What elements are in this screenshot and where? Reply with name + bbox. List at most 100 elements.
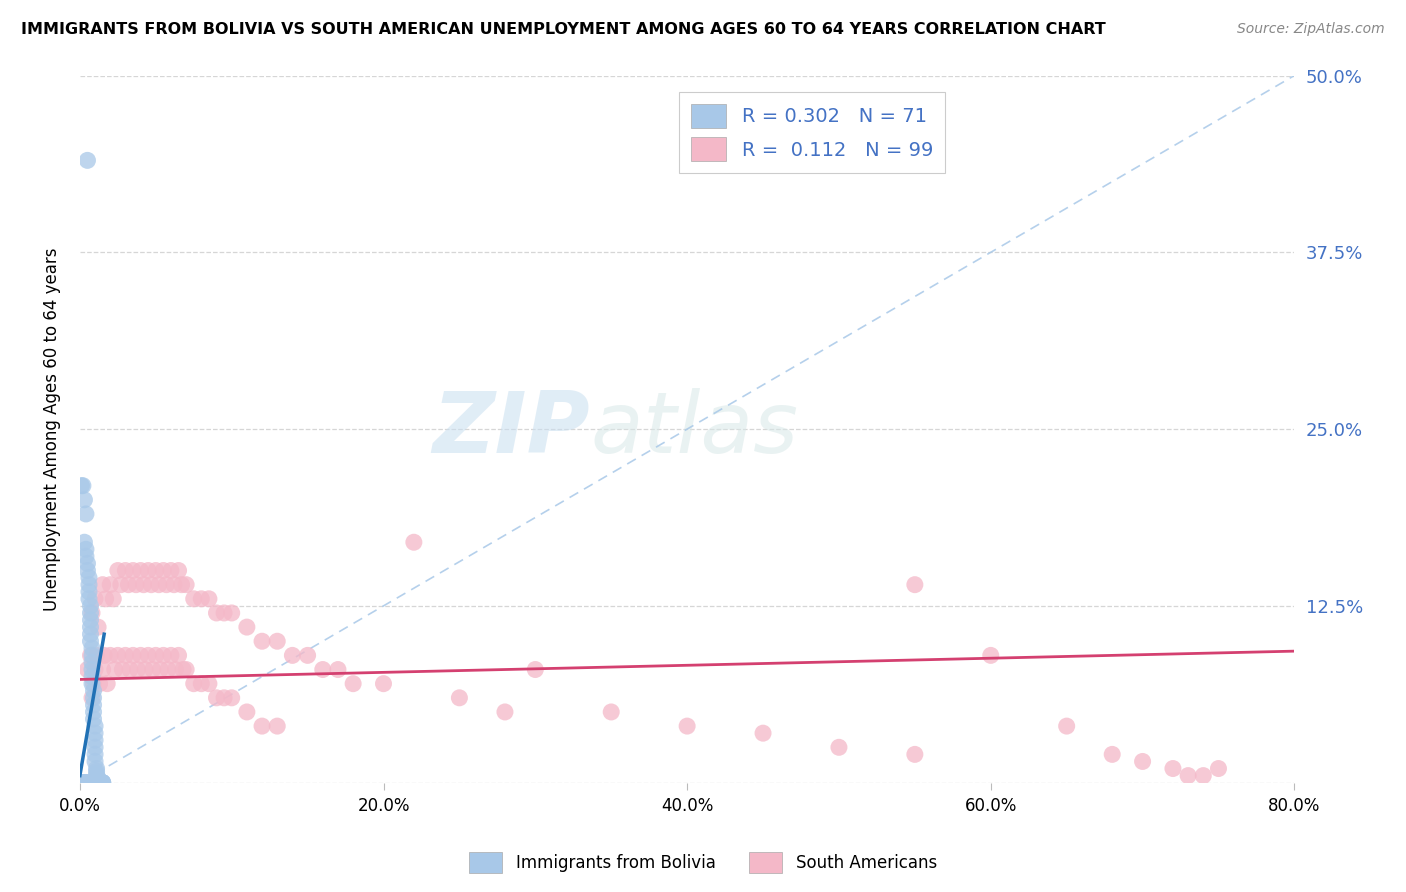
Point xyxy=(236,620,259,634)
Point xyxy=(75,507,97,521)
Point xyxy=(1056,719,1078,733)
Point xyxy=(141,577,163,591)
Y-axis label: Unemployment Among Ages 60 to 64 years: Unemployment Among Ages 60 to 64 years xyxy=(44,247,60,611)
Point xyxy=(136,648,159,663)
Point xyxy=(91,775,114,789)
Point xyxy=(236,705,259,719)
Point xyxy=(676,719,699,733)
Point xyxy=(84,726,107,740)
Point xyxy=(79,627,101,641)
Point xyxy=(297,648,319,663)
Point xyxy=(83,698,105,712)
Point xyxy=(83,712,105,726)
Point xyxy=(84,719,107,733)
Point xyxy=(281,648,304,663)
Point xyxy=(89,775,111,789)
Point xyxy=(89,775,111,789)
Point xyxy=(1192,769,1215,783)
Point xyxy=(87,772,110,787)
Point xyxy=(91,577,114,591)
Point xyxy=(89,676,111,690)
Point xyxy=(75,542,97,557)
Point xyxy=(183,676,205,690)
Point xyxy=(190,676,212,690)
Point xyxy=(221,606,243,620)
Point xyxy=(79,648,101,663)
Point xyxy=(156,663,179,677)
Point xyxy=(1208,762,1230,776)
Point xyxy=(174,577,197,591)
Point xyxy=(145,564,167,578)
Point xyxy=(73,775,96,789)
Point xyxy=(79,634,101,648)
Point xyxy=(136,564,159,578)
Point xyxy=(524,663,547,677)
Point xyxy=(152,564,174,578)
Point xyxy=(84,663,107,677)
Point xyxy=(183,591,205,606)
Point xyxy=(84,755,107,769)
Point xyxy=(84,740,107,755)
Point xyxy=(86,770,108,784)
Point xyxy=(160,564,183,578)
Point xyxy=(83,775,105,789)
Point xyxy=(80,676,103,690)
Point xyxy=(494,705,516,719)
Point xyxy=(149,663,172,677)
Point xyxy=(87,620,110,634)
Text: Source: ZipAtlas.com: Source: ZipAtlas.com xyxy=(1237,22,1385,37)
Point xyxy=(266,719,288,733)
Point xyxy=(221,690,243,705)
Point xyxy=(129,648,152,663)
Point xyxy=(198,591,221,606)
Point xyxy=(86,767,108,781)
Point xyxy=(122,564,145,578)
Point xyxy=(84,733,107,747)
Point xyxy=(342,676,364,690)
Point xyxy=(1177,769,1199,783)
Point xyxy=(110,577,132,591)
Point xyxy=(129,564,152,578)
Point xyxy=(114,648,136,663)
Point xyxy=(86,775,108,789)
Point xyxy=(80,606,103,620)
Point xyxy=(91,775,114,789)
Point xyxy=(190,591,212,606)
Point xyxy=(73,775,96,789)
Point xyxy=(84,591,107,606)
Point xyxy=(114,564,136,578)
Point xyxy=(86,762,108,776)
Point xyxy=(198,676,221,690)
Point xyxy=(86,648,108,663)
Point xyxy=(77,584,100,599)
Point xyxy=(132,577,155,591)
Point xyxy=(1101,747,1123,762)
Point xyxy=(449,690,471,705)
Point xyxy=(250,634,273,648)
Text: IMMIGRANTS FROM BOLIVIA VS SOUTH AMERICAN UNEMPLOYMENT AMONG AGES 60 TO 64 YEARS: IMMIGRANTS FROM BOLIVIA VS SOUTH AMERICA… xyxy=(21,22,1107,37)
Point xyxy=(152,648,174,663)
Point xyxy=(91,775,114,789)
Point xyxy=(165,663,187,677)
Point xyxy=(212,690,235,705)
Point xyxy=(828,740,851,755)
Point xyxy=(104,663,127,677)
Point xyxy=(266,634,288,648)
Point xyxy=(72,775,94,789)
Point xyxy=(79,620,101,634)
Point xyxy=(91,775,114,789)
Point xyxy=(103,591,125,606)
Point xyxy=(80,670,103,684)
Point xyxy=(160,648,183,663)
Point xyxy=(83,690,105,705)
Point xyxy=(170,577,193,591)
Point xyxy=(84,775,107,789)
Point xyxy=(312,663,335,677)
Point xyxy=(77,775,100,789)
Point xyxy=(90,775,112,789)
Point xyxy=(80,648,103,663)
Point xyxy=(83,683,105,698)
Point xyxy=(76,564,98,578)
Point xyxy=(90,775,112,789)
Point xyxy=(79,606,101,620)
